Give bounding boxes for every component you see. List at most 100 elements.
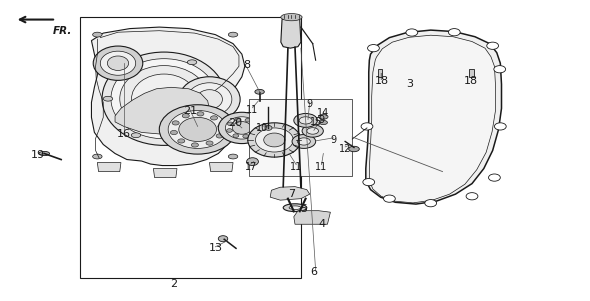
Polygon shape xyxy=(153,169,177,178)
Ellipse shape xyxy=(216,134,223,138)
Ellipse shape xyxy=(179,77,240,122)
Ellipse shape xyxy=(178,139,185,143)
Text: 9: 9 xyxy=(319,115,324,126)
Ellipse shape xyxy=(232,122,251,134)
Ellipse shape xyxy=(168,110,227,148)
Ellipse shape xyxy=(255,128,293,152)
Ellipse shape xyxy=(172,121,179,125)
Ellipse shape xyxy=(255,89,264,94)
Polygon shape xyxy=(209,163,233,172)
Ellipse shape xyxy=(159,105,236,154)
Ellipse shape xyxy=(299,117,312,124)
Ellipse shape xyxy=(171,130,178,135)
Ellipse shape xyxy=(319,120,327,125)
Ellipse shape xyxy=(425,200,437,207)
Text: 9: 9 xyxy=(307,99,313,109)
Ellipse shape xyxy=(363,178,375,186)
Ellipse shape xyxy=(206,141,213,145)
Ellipse shape xyxy=(211,116,218,120)
Polygon shape xyxy=(281,17,301,48)
Ellipse shape xyxy=(292,135,316,148)
Ellipse shape xyxy=(39,151,50,156)
Ellipse shape xyxy=(132,74,196,123)
Ellipse shape xyxy=(489,174,500,181)
Ellipse shape xyxy=(251,123,257,127)
Ellipse shape xyxy=(100,51,136,75)
Ellipse shape xyxy=(225,117,258,139)
Ellipse shape xyxy=(218,236,228,242)
Polygon shape xyxy=(369,35,496,203)
Ellipse shape xyxy=(191,143,198,147)
Text: 9: 9 xyxy=(330,135,336,145)
Ellipse shape xyxy=(227,129,232,132)
Ellipse shape xyxy=(132,60,141,65)
Ellipse shape xyxy=(93,46,143,80)
Text: 5: 5 xyxy=(300,204,307,214)
Text: 18: 18 xyxy=(375,76,389,86)
Ellipse shape xyxy=(368,45,379,52)
Ellipse shape xyxy=(107,56,129,70)
Ellipse shape xyxy=(188,60,197,65)
Text: 15: 15 xyxy=(310,117,322,127)
Ellipse shape xyxy=(494,66,506,73)
Ellipse shape xyxy=(361,123,373,130)
Ellipse shape xyxy=(103,96,113,101)
Ellipse shape xyxy=(228,32,238,37)
Bar xyxy=(80,17,301,278)
Ellipse shape xyxy=(196,90,222,109)
Ellipse shape xyxy=(218,124,225,129)
Text: 4: 4 xyxy=(318,219,325,229)
Ellipse shape xyxy=(187,133,196,138)
Text: 19: 19 xyxy=(31,150,45,160)
Polygon shape xyxy=(97,163,121,172)
Ellipse shape xyxy=(487,42,499,49)
Ellipse shape xyxy=(466,193,478,200)
Text: 18: 18 xyxy=(464,76,478,86)
Ellipse shape xyxy=(197,112,204,116)
Ellipse shape xyxy=(406,29,418,36)
Ellipse shape xyxy=(265,126,272,130)
Ellipse shape xyxy=(243,135,249,138)
Ellipse shape xyxy=(102,52,226,145)
Ellipse shape xyxy=(319,114,328,119)
Ellipse shape xyxy=(248,123,301,157)
Text: 20: 20 xyxy=(228,118,242,129)
Ellipse shape xyxy=(235,118,241,121)
Text: 11: 11 xyxy=(316,162,327,172)
Ellipse shape xyxy=(93,32,102,37)
Ellipse shape xyxy=(281,14,302,21)
Ellipse shape xyxy=(187,83,232,116)
Ellipse shape xyxy=(448,29,460,36)
Ellipse shape xyxy=(250,130,256,134)
Text: 12: 12 xyxy=(339,144,351,154)
Ellipse shape xyxy=(218,112,266,144)
Ellipse shape xyxy=(494,123,506,130)
Ellipse shape xyxy=(349,146,359,152)
Text: 7: 7 xyxy=(289,189,296,199)
Text: |: | xyxy=(379,73,381,80)
Polygon shape xyxy=(378,69,382,77)
Ellipse shape xyxy=(297,138,310,145)
Ellipse shape xyxy=(302,125,323,137)
Ellipse shape xyxy=(131,133,140,138)
Text: 3: 3 xyxy=(407,79,414,89)
Ellipse shape xyxy=(215,96,225,101)
Text: 11: 11 xyxy=(290,162,302,172)
Polygon shape xyxy=(469,69,474,77)
Text: 16: 16 xyxy=(117,129,131,139)
Text: 11: 11 xyxy=(247,105,258,115)
Ellipse shape xyxy=(182,114,189,118)
Polygon shape xyxy=(115,87,209,134)
Ellipse shape xyxy=(283,204,307,212)
Text: 21: 21 xyxy=(183,106,197,116)
Ellipse shape xyxy=(233,134,239,138)
Polygon shape xyxy=(91,27,245,166)
Ellipse shape xyxy=(228,122,234,126)
Text: 13: 13 xyxy=(208,243,222,253)
Ellipse shape xyxy=(307,128,319,134)
Text: FR.: FR. xyxy=(53,26,73,36)
Ellipse shape xyxy=(111,59,217,139)
Text: 8: 8 xyxy=(243,60,250,70)
Ellipse shape xyxy=(120,66,208,132)
Text: 17: 17 xyxy=(245,162,257,172)
